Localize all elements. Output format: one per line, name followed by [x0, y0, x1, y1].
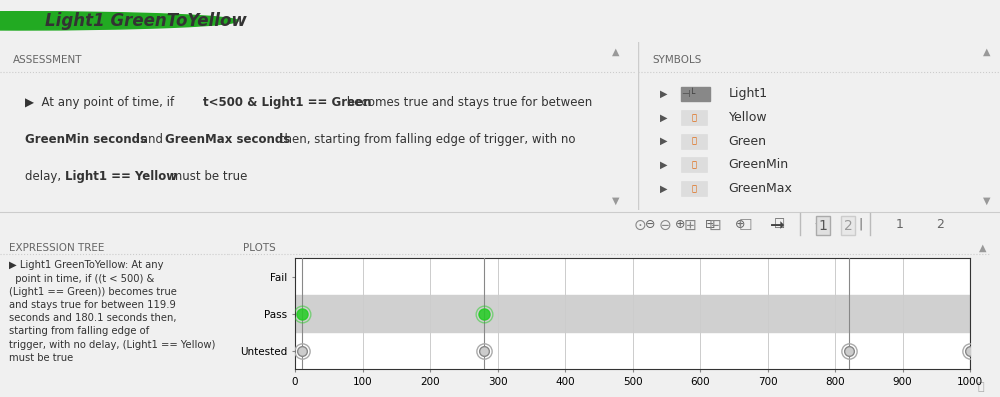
Text: ▲: ▲: [983, 47, 991, 57]
Text: PLOTS: PLOTS: [243, 243, 276, 253]
Text: ●: ●: [22, 12, 38, 30]
Text: ⊖: ⊖: [645, 218, 655, 231]
Text: ASSESSMENT: ASSESSMENT: [13, 55, 82, 65]
Text: ▶ Light1 GreenToYellow: At any
  point in time, if ((t < 500) &
(Light1 == Green: ▶ Light1 GreenToYellow: At any point in …: [9, 260, 215, 363]
Bar: [681, 87, 710, 101]
Text: t<500 & Light1 == Green: t<500 & Light1 == Green: [203, 96, 372, 109]
Text: ⊕: ⊕: [675, 218, 685, 231]
Text: ▲: ▲: [612, 47, 619, 57]
Text: ⤢: ⤢: [977, 382, 984, 392]
Text: delay,: delay,: [25, 170, 65, 183]
Text: ☐: ☐: [774, 218, 786, 231]
Bar: [681, 157, 707, 172]
Bar: [681, 181, 707, 196]
Text: GreenMin: GreenMin: [728, 158, 789, 172]
Text: must be true: must be true: [167, 170, 247, 183]
Text: ⊟: ⊟: [705, 218, 715, 231]
Text: becomes true and stays true for between: becomes true and stays true for between: [343, 96, 592, 109]
Text: Green: Green: [728, 135, 767, 148]
Text: ⊞: ⊞: [684, 218, 696, 233]
Text: ▼: ▼: [612, 195, 619, 205]
Text: ▶: ▶: [660, 89, 667, 99]
Text: 📄: 📄: [692, 160, 697, 170]
Text: ➞: ➞: [770, 217, 786, 235]
Text: 2: 2: [936, 218, 944, 231]
Text: ▶: ▶: [660, 136, 667, 146]
Text: GreenMin seconds: GreenMin seconds: [25, 133, 147, 146]
Bar: [295, 295, 970, 332]
Text: Light1 == Yellow: Light1 == Yellow: [65, 170, 178, 183]
Text: ▶: ▶: [660, 183, 667, 193]
Text: ☐: ☐: [738, 218, 752, 233]
Text: SYMBOLS: SYMBOLS: [652, 55, 702, 65]
Circle shape: [0, 12, 238, 30]
Text: 2: 2: [844, 219, 852, 233]
Text: ⊖: ⊖: [659, 218, 671, 233]
Text: 📄: 📄: [692, 137, 697, 146]
Text: ▶: ▶: [660, 160, 667, 170]
Text: →: →: [815, 218, 825, 231]
Text: ▶: ▶: [660, 113, 667, 123]
Bar: [681, 110, 707, 125]
Text: then, starting from falling edge of trigger, with no: then, starting from falling edge of trig…: [276, 133, 576, 146]
Text: ▶  At any point of time, if: ▶ At any point of time, if: [25, 96, 178, 109]
Text: ⊕: ⊕: [735, 218, 745, 231]
Text: GreenMax: GreenMax: [728, 182, 792, 195]
Text: Light1 GreenToYellow: Light1 GreenToYellow: [45, 12, 247, 30]
Text: 📄: 📄: [692, 113, 697, 122]
Text: 📄: 📄: [692, 184, 697, 193]
Text: ⊙: ⊙: [634, 218, 646, 233]
Text: and: and: [137, 133, 166, 146]
Text: ⊣└: ⊣└: [681, 89, 696, 99]
Text: ⊟: ⊟: [709, 218, 721, 233]
Text: GreenMax seconds: GreenMax seconds: [165, 133, 290, 146]
Text: Yellow: Yellow: [728, 111, 767, 124]
Text: Light1: Light1: [728, 87, 768, 100]
Text: 1: 1: [819, 219, 827, 233]
Text: EXPRESSION TREE: EXPRESSION TREE: [9, 243, 104, 253]
Bar: [681, 134, 707, 149]
Text: ▲: ▲: [979, 243, 986, 253]
Text: 1: 1: [896, 218, 904, 231]
Text: |: |: [858, 218, 862, 231]
Text: ▼: ▼: [983, 195, 991, 205]
